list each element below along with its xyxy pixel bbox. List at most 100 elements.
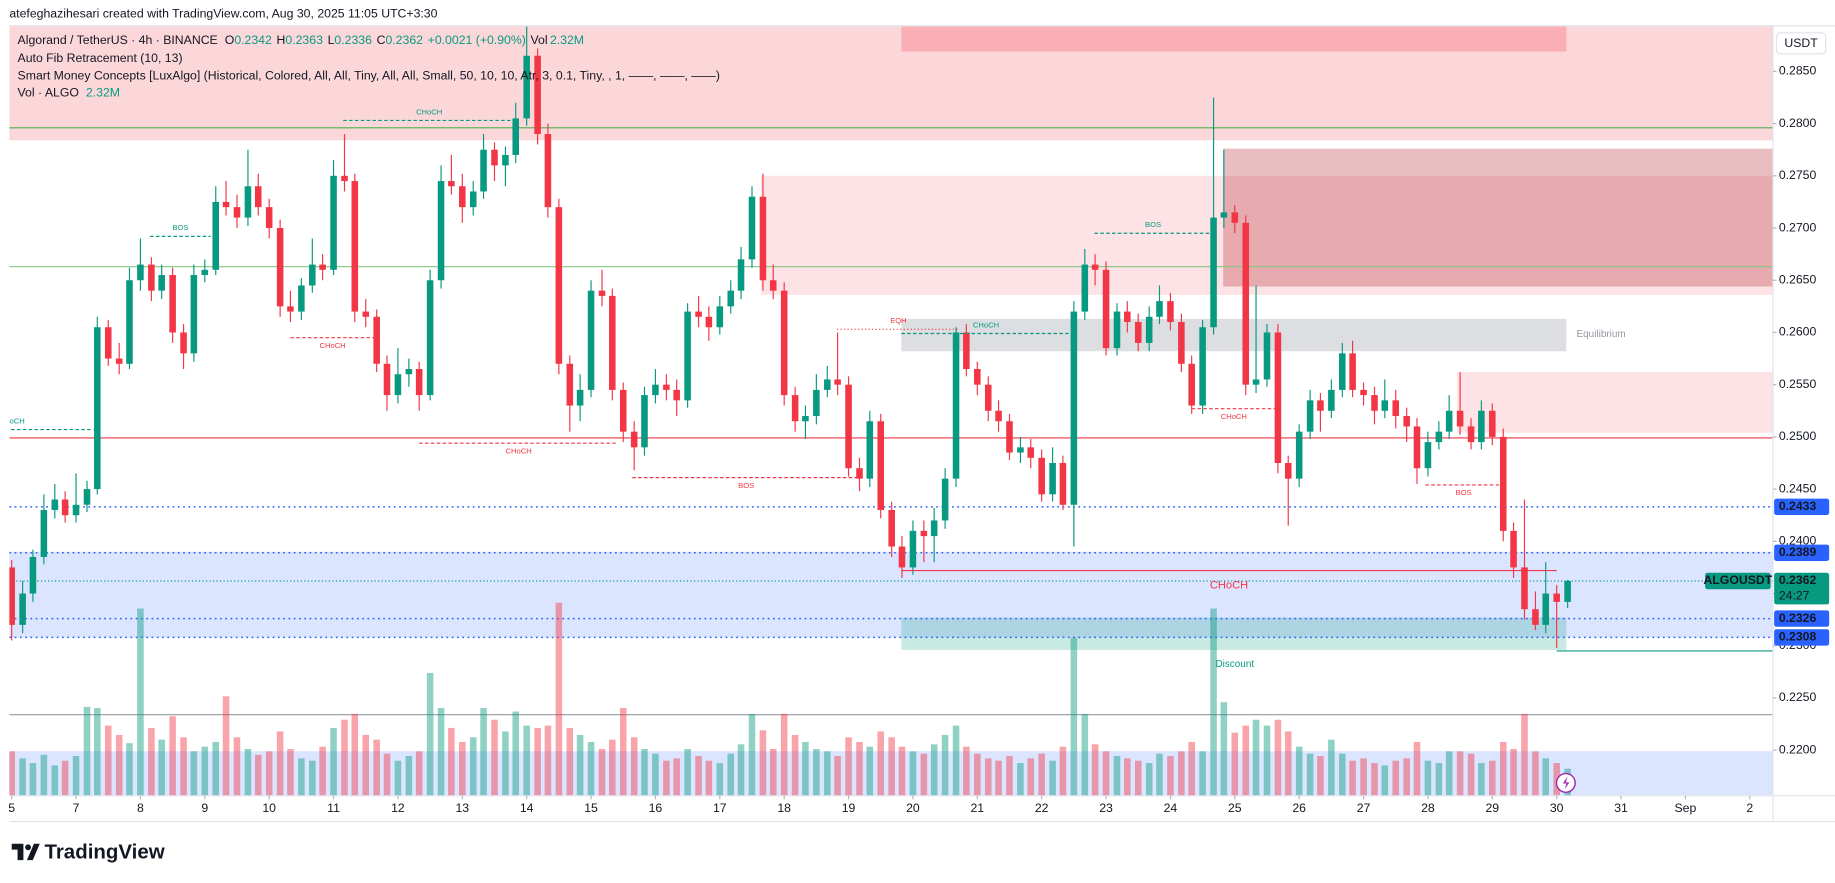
- candle-body: [1295, 431, 1303, 479]
- candle-body: [287, 306, 294, 312]
- volume-bar: [1499, 741, 1507, 796]
- volume-bar: [158, 739, 165, 796]
- volume-bar: [437, 708, 445, 796]
- volume-bar: [791, 734, 799, 796]
- x-tick-label: 10: [262, 801, 276, 815]
- volume-bar: [222, 696, 230, 796]
- volume-bar: [491, 719, 498, 796]
- candle-body: [19, 593, 26, 625]
- candle-body: [94, 327, 101, 490]
- smc-indicator: Smart Money Concepts [LuxAlgo] (Historic…: [18, 68, 720, 82]
- candle-body: [330, 175, 337, 270]
- candle-body: [1049, 462, 1056, 495]
- candle-body: [1017, 447, 1024, 453]
- candle-body: [265, 207, 273, 229]
- candle-body: [737, 259, 745, 291]
- candle-body: [1521, 567, 1528, 610]
- candle-body: [984, 384, 992, 411]
- volume-bar: [1274, 719, 1282, 796]
- zone-label: Equilibrium: [1577, 329, 1626, 340]
- y-tick-label: 0.2400: [1779, 534, 1817, 548]
- structure-label: EQH: [890, 316, 906, 325]
- low-value: 0.2336: [334, 33, 372, 47]
- volume-bar: [759, 730, 767, 796]
- candle-body: [1274, 332, 1282, 463]
- volume-bar: [148, 727, 155, 796]
- candle-body: [824, 379, 831, 390]
- volume-bar: [523, 725, 530, 796]
- volume-bar: [233, 737, 241, 796]
- alert-icon[interactable]: [1555, 772, 1576, 793]
- candle-body: [576, 389, 584, 406]
- volume-bar: [963, 746, 970, 796]
- volume-bar: [1210, 608, 1217, 796]
- logo-text: TradingView: [44, 841, 164, 864]
- volume-bar: [952, 725, 960, 796]
- candle-body: [1252, 379, 1260, 385]
- candle-body: [716, 306, 724, 328]
- y-tick-label: 0.2200: [1779, 742, 1817, 756]
- price-label: 0.2433: [1779, 499, 1817, 513]
- candle-body: [1328, 389, 1335, 411]
- candle-body: [1145, 316, 1153, 343]
- candle-body: [319, 264, 326, 270]
- candle-body: [1038, 457, 1045, 495]
- volume-bar: [1178, 751, 1185, 796]
- candle-body: [1489, 410, 1496, 437]
- volume-bar: [1017, 763, 1024, 796]
- candle-body: [1467, 426, 1475, 443]
- volume-bar: [716, 763, 724, 796]
- structures: Equilibrium Discount CHoCH BOS CHoCH CHoCH BOS…: [9, 107, 1626, 670]
- volume-bar: [619, 708, 627, 796]
- volume-bar: [1220, 702, 1228, 796]
- volume-bar: [1521, 713, 1528, 796]
- volume-bar: [341, 719, 348, 796]
- zone: [901, 26, 1567, 52]
- volume-bar: [1070, 637, 1078, 796]
- candle-body: [137, 264, 144, 281]
- structure-label: BOS: [1456, 488, 1472, 497]
- volume-bar: [1124, 758, 1131, 796]
- candle-body: [180, 332, 187, 354]
- logo-mark: [11, 843, 40, 861]
- candle-body: [1371, 395, 1378, 411]
- volume-bar: [137, 608, 144, 796]
- candle-body: [566, 363, 574, 406]
- candle-body: [1178, 322, 1185, 364]
- volume-bar: [684, 748, 691, 796]
- price-label: 0.2389: [1779, 545, 1817, 559]
- candle-body: [1306, 400, 1314, 432]
- x-tick-label: 25: [1228, 801, 1242, 815]
- candle-body: [512, 118, 520, 155]
- volume-bar: [1199, 751, 1206, 796]
- volume-bar: [201, 746, 209, 796]
- candle-body: [158, 275, 165, 291]
- volume-bar: [330, 727, 337, 796]
- candle-body: [1210, 217, 1217, 328]
- y-tick-label: 0.2800: [1779, 116, 1817, 130]
- candle-body: [1413, 426, 1421, 469]
- volume-bar: [1413, 741, 1421, 796]
- volume-bar: [244, 748, 252, 796]
- vol-value: 2.32M: [550, 33, 584, 47]
- candle-body: [1059, 462, 1067, 505]
- x-tick-label: 18: [777, 801, 791, 815]
- volume-bar: [737, 744, 745, 796]
- volume-bar: [29, 763, 37, 796]
- candle-body: [491, 149, 498, 166]
- x-tick-label: 8: [137, 801, 144, 815]
- volume-bar: [1339, 753, 1346, 796]
- candle-body: [930, 520, 938, 537]
- volume-bar: [673, 758, 680, 796]
- candle-body: [544, 134, 552, 208]
- candle-body: [1156, 301, 1163, 317]
- candle-body: [1456, 410, 1464, 427]
- volume-bar: [94, 708, 101, 796]
- y-tick-label: 0.2500: [1779, 429, 1817, 443]
- volume-bar: [1403, 758, 1410, 796]
- credit: atefeghazihesari created with TradingVie…: [9, 6, 437, 20]
- volume-bar: [748, 713, 756, 796]
- structure-label: CHoCH: [973, 320, 999, 329]
- candle-body: [1510, 530, 1517, 568]
- volume-bar: [126, 743, 133, 796]
